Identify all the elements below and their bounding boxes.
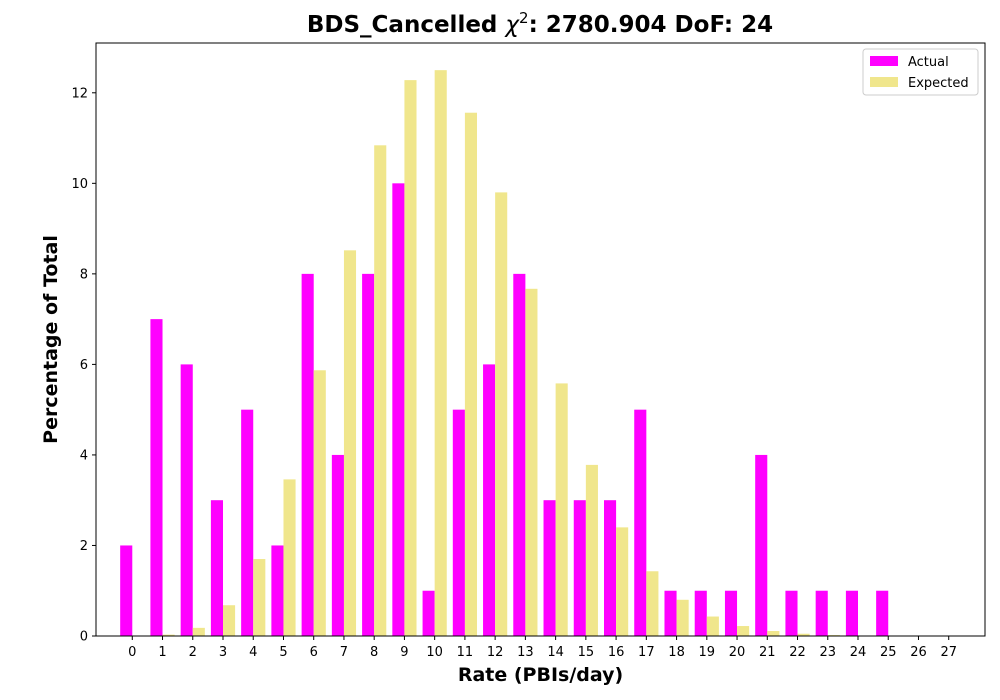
x-tick-label: 27: [940, 645, 957, 660]
y-tick-label: 6: [80, 358, 88, 373]
y-tick-label: 4: [80, 448, 88, 463]
x-tick-label: 20: [729, 645, 746, 660]
x-tick-label: 15: [578, 645, 595, 660]
legend-label-actual: Actual: [908, 55, 949, 70]
legend-swatch-actual: [870, 56, 898, 66]
x-tick-label: 3: [219, 645, 227, 660]
bar-actual-14: [543, 500, 556, 636]
bar-actual-20: [724, 590, 738, 636]
x-axis-label: Rate (PBIs/day): [458, 664, 623, 686]
x-tick-label: 24: [850, 645, 867, 660]
legend: Actual Expected: [862, 48, 979, 96]
x-tick-label: 23: [819, 645, 836, 660]
x-tick-label: 19: [699, 645, 716, 660]
bar-expected-21: [767, 631, 780, 636]
x-tick-label: 0: [128, 645, 136, 660]
bar-expected-11: [464, 112, 477, 637]
x-tick-label: 1: [158, 645, 166, 660]
bar-expected-10: [434, 70, 447, 637]
bar-actual-12: [483, 364, 496, 636]
x-tick-label: 25: [880, 645, 897, 660]
y-tick-label: 10: [71, 177, 88, 192]
y-tick-label: 8: [80, 267, 88, 282]
x-tick-label: 5: [279, 645, 287, 660]
plot-frame: [95, 42, 986, 637]
bar-expected-4: [253, 559, 266, 636]
bar-expected-15: [585, 464, 598, 636]
bar-expected-7: [343, 250, 357, 636]
y-axis-ticks: 0 2 4 6 8 10 12: [71, 86, 96, 645]
bar-actual-8: [362, 273, 375, 636]
x-tick-label: 8: [370, 645, 378, 660]
bars-group: [120, 70, 889, 637]
y-axis-label: Percentage of Total: [40, 235, 62, 444]
x-tick-label: 9: [400, 645, 408, 660]
x-tick-label: 6: [310, 645, 318, 660]
bar-actual-3: [210, 500, 223, 636]
bar-actual-6: [301, 273, 314, 636]
x-tick-label: 2: [189, 645, 197, 660]
bar-actual-19: [694, 590, 707, 636]
bar-actual-17: [634, 409, 647, 636]
bar-expected-12: [495, 192, 508, 636]
bar-actual-5: [271, 545, 284, 636]
x-tick-label: 12: [487, 645, 504, 660]
x-tick-label: 26: [910, 645, 927, 660]
bar-actual-0: [120, 545, 133, 636]
x-tick-label: 7: [340, 645, 348, 660]
bar-expected-17: [646, 571, 659, 636]
bar-actual-4: [241, 409, 254, 636]
bar-expected-9: [404, 80, 417, 637]
bar-expected-20: [737, 626, 750, 636]
x-tick-label: 13: [517, 645, 534, 660]
y-tick-label: 0: [80, 630, 88, 645]
bar-expected-18: [676, 599, 689, 636]
bar-expected-22: [797, 633, 810, 636]
bar-actual-15: [573, 500, 586, 636]
y-tick-label: 2: [80, 539, 88, 554]
y-tick-label: 12: [71, 86, 88, 101]
x-tick-label: 11: [457, 645, 474, 660]
x-axis-ticks: 0 1 2 3 4 5 6 7 8 9 10 11 12 13 14 15 16 17 18 19 20 21 22 23 24…: [128, 636, 957, 660]
bar-actual-18: [664, 590, 677, 636]
bar-actual-11: [452, 409, 465, 636]
bar-expected-13: [525, 288, 538, 636]
bar-expected-16: [616, 527, 629, 636]
chart-title: BDS_Cancelled χ2: 2780.904 DoF: 24: [307, 9, 773, 38]
bar-expected-3: [223, 605, 236, 636]
x-tick-label: 22: [789, 645, 806, 660]
bar-actual-2: [180, 364, 193, 636]
x-tick-label: 18: [668, 645, 685, 660]
bar-actual-16: [604, 500, 617, 636]
bar-expected-5: [283, 479, 296, 636]
bar-actual-25: [876, 590, 889, 636]
bar-expected-8: [374, 145, 387, 636]
bar-actual-23: [815, 590, 828, 636]
legend-swatch-expected: [870, 77, 898, 87]
bar-actual-7: [331, 454, 344, 636]
x-tick-label: 4: [249, 645, 257, 660]
bar-actual-22: [785, 590, 798, 636]
x-tick-label: 16: [608, 645, 625, 660]
bar-expected-19: [706, 616, 719, 636]
legend-label-expected: Expected: [908, 76, 969, 91]
bar-actual-13: [513, 273, 526, 636]
bar-expected-14: [555, 383, 568, 636]
x-tick-label: 21: [759, 645, 776, 660]
bar-expected-6: [313, 370, 326, 636]
bar-expected-1: [162, 634, 175, 636]
x-tick-label: 14: [547, 645, 564, 660]
x-tick-label: 10: [426, 645, 443, 660]
bar-actual-10: [422, 590, 435, 636]
bar-actual-24: [845, 590, 858, 636]
bar-expected-2: [192, 627, 205, 636]
bar-actual-21: [755, 454, 768, 636]
bar-actual-1: [150, 319, 163, 636]
bar-actual-9: [392, 183, 405, 636]
x-tick-label: 17: [638, 645, 655, 660]
